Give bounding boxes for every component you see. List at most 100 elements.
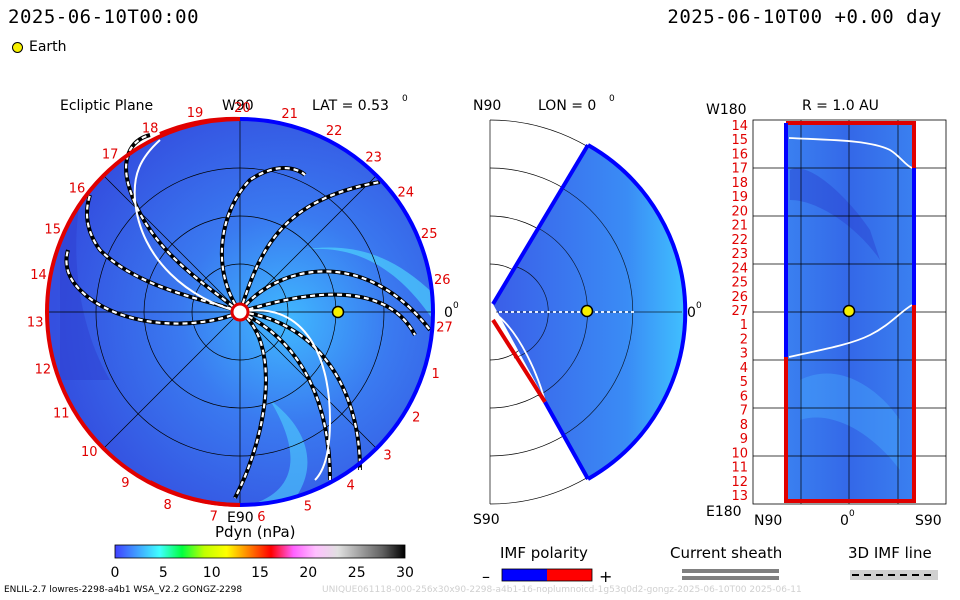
row-number-25: 25 [731,276,748,291]
rim-number-16: 16 [69,182,86,197]
earth-legend-label: Earth [29,39,67,55]
rim-number-6: 6 [257,510,265,525]
row-number-20: 20 [731,204,748,219]
row-number-2: 2 [740,333,748,348]
imf-minus: – [482,567,490,586]
ecliptic-panel: Ecliptic Plane W90 LAT = 0.53 0 0 0 E90 … [27,94,459,526]
rim-number-17: 17 [102,147,119,162]
colorbar-tick-10: 10 [203,565,221,581]
earth-marker-meridional [580,304,594,318]
meridional-zero-degree: 0 [696,301,702,311]
rim-number-9: 9 [121,476,129,491]
row-number-1: 1 [740,318,748,333]
rim-number-1: 1 [432,367,440,382]
row-number-15: 15 [731,133,748,148]
rim-number-23: 23 [365,151,382,166]
colorbar-tick-15: 15 [251,565,269,581]
colorbar-tick-5: 5 [159,565,168,581]
rim-number-19: 19 [187,106,204,121]
rim-number-14: 14 [30,268,47,283]
row-number-5: 5 [740,375,748,390]
imf-plus: + [599,567,612,586]
radial-panel: W180 R = 1.0 AU E180 N90 0 0 S90 1415161… [706,98,947,529]
imf-polarity-legend: IMF polarity – + [482,544,612,586]
rim-number-21: 21 [281,107,298,122]
ecliptic-zero-degree: 0 [453,301,459,311]
radial-r-label: R = 1.0 AU [802,98,879,114]
row-number-14: 14 [731,119,748,134]
imf-positive-swatch [547,569,592,581]
row-number-13: 13 [731,489,748,504]
row-number-10: 10 [731,446,748,461]
ecliptic-top-label: W90 [222,98,254,114]
row-number-22: 22 [731,233,748,248]
colorbar: Pdyn (nPa) 0 5 10 15 20 25 30 [111,523,414,581]
current-sheath-title: Current sheath [670,544,782,562]
rim-number-27: 27 [436,320,453,335]
rim-number-25: 25 [421,227,438,242]
row-number-27: 27 [731,304,748,319]
rim-number-15: 15 [44,223,61,238]
imf-line-legend: 3D IMF line [848,544,938,580]
colorbar-tick-30: 30 [396,565,414,581]
row-number-19: 19 [731,190,748,205]
earth-marker-ecliptic [331,305,345,319]
row-number-6: 6 [740,389,748,404]
sun-icon [230,302,250,322]
imf-line-title: 3D IMF line [848,544,932,562]
row-number-17: 17 [731,162,748,177]
radial-bottom-zero-degree: 0 [849,509,855,519]
meridional-lon-degree: 0 [609,94,615,104]
rim-number-12: 12 [35,363,52,378]
colorbar-tick-25: 25 [348,565,366,581]
meridional-zero-label: 0 [687,305,696,321]
ecliptic-lat-label: LAT = 0.53 [312,98,389,114]
row-number-11: 11 [731,461,748,476]
rim-number-3: 3 [383,448,391,463]
footer-left: ENLIL-2.7 lowres-2298-a4b1 WSA_V2.2 GONG… [4,585,243,595]
imf-polarity-title: IMF polarity [500,544,588,562]
row-number-18: 18 [731,176,748,191]
imf-negative-swatch [502,569,547,581]
rim-number-13: 13 [27,316,44,331]
row-number-12: 12 [731,475,748,490]
timestamp-right: 2025-06-10T00 +0.00 day [667,6,942,28]
rim-number-2: 2 [412,411,420,426]
row-number-7: 7 [740,404,748,419]
ecliptic-lat-degree: 0 [402,94,408,104]
colorbar-tick-0: 0 [111,565,120,581]
row-number-4: 4 [740,361,748,376]
radial-bottom-left-label: E180 [706,504,742,520]
colorbar-tick-20: 20 [299,565,317,581]
row-number-16: 16 [731,148,748,163]
ecliptic-zero-label: 0 [444,305,453,321]
earth-legend: Earth [12,39,67,55]
rim-number-22: 22 [326,124,343,139]
rim-number-8: 8 [163,498,171,513]
row-number-8: 8 [740,418,748,433]
rim-number-7: 7 [210,509,218,524]
earth-marker-radial [842,304,856,318]
meridional-bottom-label: S90 [473,512,500,528]
radial-row-numbers: 1415161718192021222324252627123456789101… [731,119,748,504]
ecliptic-spirals [64,133,432,499]
current-sheath-legend: Current sheath [670,544,782,580]
ecliptic-bottom-label: E90 [227,510,254,526]
footer-faint: UNIQUE061118-000-256x30x90-2298-a4b1-16-… [322,585,802,595]
row-number-26: 26 [731,290,748,305]
radial-bottom-s90: S90 [915,513,942,529]
row-number-24: 24 [731,261,748,276]
radial-bottom-zero: 0 [840,513,849,529]
rim-number-5: 5 [304,499,312,514]
rim-number-20: 20 [234,101,251,116]
colorbar-title: Pdyn (nPa) [215,523,296,541]
row-number-3: 3 [740,347,748,362]
ecliptic-boundary-pos [239,117,435,507]
row-number-21: 21 [731,219,748,234]
rim-number-24: 24 [398,186,415,201]
rim-number-4: 4 [346,479,354,494]
rim-number-26: 26 [434,273,451,288]
earth-marker-icon [12,41,23,53]
timestamp-left: 2025-06-10T00:00 [8,6,200,28]
